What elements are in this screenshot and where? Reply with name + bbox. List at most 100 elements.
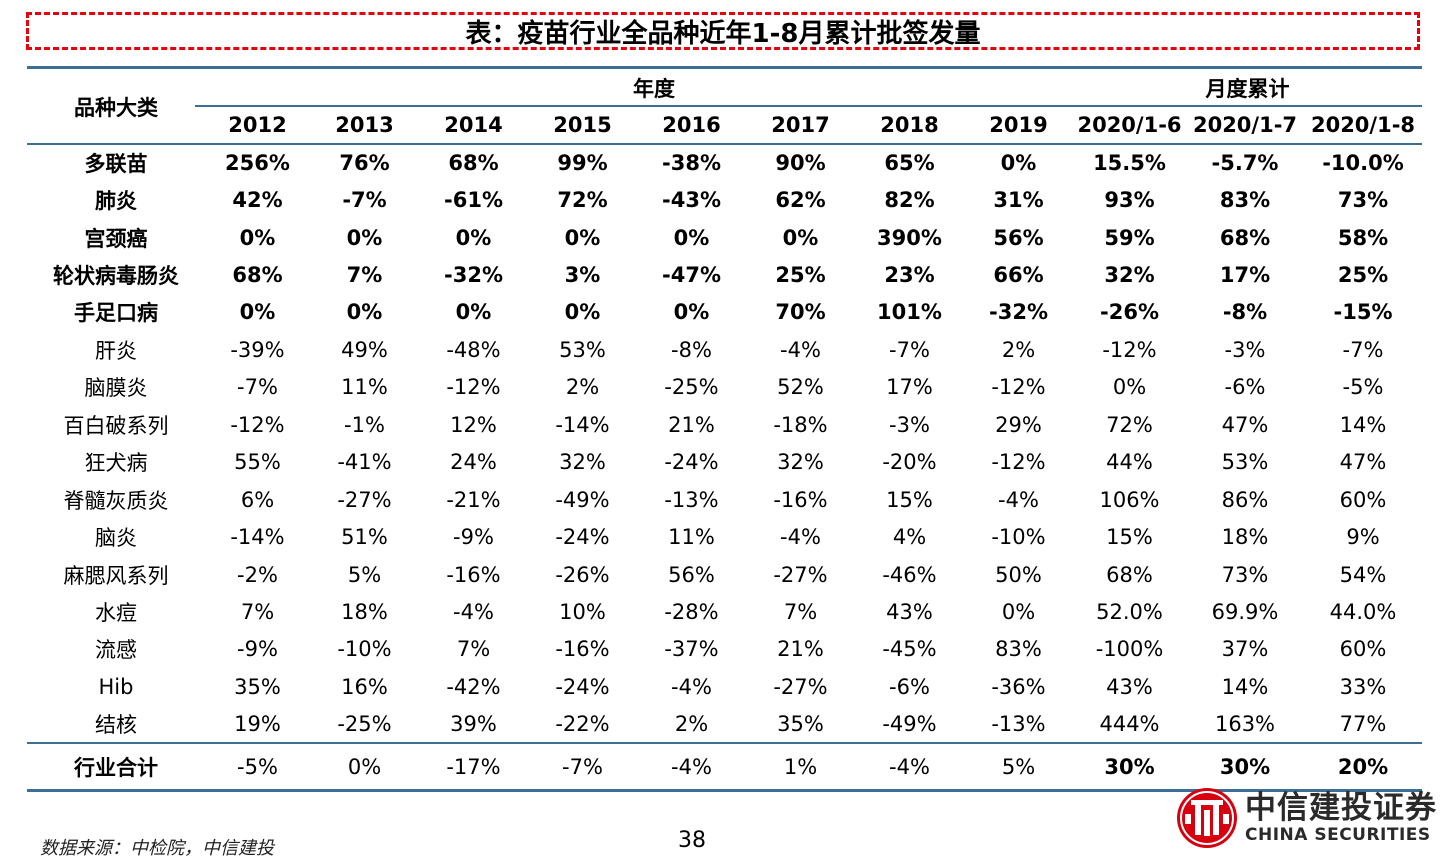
table-cell: 65% xyxy=(884,150,935,175)
total-cell: 20% xyxy=(1337,754,1389,779)
table-row: 手足口病 0% 0% 0% 0% 0% 70% 101% -32% -26% -8% -15% xyxy=(27,294,1422,331)
table-cell: 390% xyxy=(877,225,942,250)
table-cell: 6% xyxy=(240,487,275,512)
row-label: 麻腮风系列 xyxy=(63,563,169,588)
table-cell: 7% xyxy=(346,263,383,288)
table-row: 麻腮风系列 -2% 5% -16% -26% 56% -27% -46% 50% 68% 73% 54… xyxy=(27,556,1422,593)
table-cell: -5.7% xyxy=(1211,150,1279,175)
table-cell: 52.0% xyxy=(1096,599,1163,624)
table-cell: -24% xyxy=(555,674,610,699)
table-cell: 23% xyxy=(884,263,935,288)
table-cell: -16% xyxy=(773,487,828,512)
table-cell: 37% xyxy=(1221,637,1269,662)
table-cell: 32% xyxy=(1104,263,1155,288)
table-cell: 15% xyxy=(886,487,933,512)
table-cell: -49% xyxy=(555,487,610,512)
row-label: 多联苗 xyxy=(84,151,148,176)
table-cell: -32% xyxy=(989,300,1048,325)
total-row: 行业合计 -5% 0% -17% -7% -4% 1% -4% 5% 30% 30% 20% xyxy=(27,743,1422,790)
total-label: 行业合计 xyxy=(74,755,158,780)
table-cell: 68% xyxy=(1106,562,1153,587)
table-cell: -41% xyxy=(337,450,392,475)
table-cell: 62% xyxy=(775,188,826,213)
table-cell: 77% xyxy=(1339,712,1387,737)
table-cell: 60% xyxy=(1339,487,1387,512)
total-cell: -4% xyxy=(889,754,930,779)
table-cell: 39% xyxy=(450,712,497,737)
table-cell: 72% xyxy=(557,188,608,213)
table-row: 百白破系列 -12% -1% 12% -14% 21% -18% -3% 29% 72% 47% 14… xyxy=(27,406,1422,443)
table-cell: 163% xyxy=(1214,712,1276,737)
table-cell: -36% xyxy=(991,674,1046,699)
table-cell: -26% xyxy=(1100,300,1159,325)
table-cell: 21% xyxy=(668,412,715,437)
table-cell: 54% xyxy=(1339,562,1387,587)
table-row: 脑炎 -14% 51% -9% -24% 11% -4% 4% -10% 15% 18% 9% xyxy=(27,518,1422,555)
table-row: 肝炎 -39% 49% -48% 53% -8% -4% -7% 2% -12% -3% -7% xyxy=(27,331,1422,368)
table-cell: 2% xyxy=(565,375,600,400)
table-cell: 99% xyxy=(557,150,608,175)
table-cell: -38% xyxy=(662,150,721,175)
table-cell: 60% xyxy=(1339,637,1387,662)
table-cell: -37% xyxy=(664,637,719,662)
table-cell: -10.0% xyxy=(1322,150,1404,175)
table-cell: 83% xyxy=(1219,188,1271,213)
column-header: 2016 xyxy=(662,113,721,137)
citic-emblem-icon xyxy=(1177,788,1237,848)
table-cell: 49% xyxy=(341,337,388,362)
table-cell: 66% xyxy=(993,263,1044,288)
table-cell: 73% xyxy=(1337,188,1389,213)
column-header: 2020/1-8 xyxy=(1310,113,1416,137)
table-cell: 11% xyxy=(341,375,388,400)
table-cell: 43% xyxy=(1106,674,1153,699)
table-cell: 58% xyxy=(1337,225,1389,250)
row-label: 流感 xyxy=(95,638,137,663)
table-cell: -6% xyxy=(1224,375,1266,400)
total-cell: 30% xyxy=(1104,754,1155,779)
table-cell: -20% xyxy=(882,450,937,475)
table-cell: -22% xyxy=(555,712,610,737)
table-cell: 47% xyxy=(1221,412,1269,437)
table-cell: 0% xyxy=(1000,150,1037,175)
table-cell: 51% xyxy=(341,525,388,550)
table-cell: 2% xyxy=(674,712,709,737)
table-row: Hib 35% 16% -42% -24% -4% -27% -6% -36% 43% 14% 33% xyxy=(27,668,1422,705)
table-cell: 32% xyxy=(777,450,824,475)
table-cell: 44% xyxy=(1106,450,1153,475)
total-cell: 1% xyxy=(783,754,818,779)
table-cell: 32% xyxy=(559,450,606,475)
table-cell: -14% xyxy=(555,412,610,437)
table-cell: 53% xyxy=(1221,450,1269,475)
table-cell: 50% xyxy=(995,562,1042,587)
table-cell: -13% xyxy=(991,712,1046,737)
table-cell: 0% xyxy=(564,225,601,250)
table-cell: 68% xyxy=(232,263,283,288)
table-row: 多联苗 256% 76% 68% 99% -38% 90% 65% 0% 15.5% -5.7% -1… xyxy=(27,144,1422,181)
table-cell: 68% xyxy=(448,150,499,175)
table-row: 宫颈癌 0% 0% 0% 0% 0% 0% 390% 56% 59% 68% 58% xyxy=(27,219,1422,256)
table-cell: 0% xyxy=(673,225,710,250)
column-header: 2017 xyxy=(771,113,830,137)
table-cell: 16% xyxy=(341,674,388,699)
row-label: 狂犬病 xyxy=(84,451,148,476)
table-cell: -8% xyxy=(1222,300,1268,325)
table-cell: -18% xyxy=(773,412,828,437)
table-cell: -39% xyxy=(230,337,285,362)
table-cell: 0% xyxy=(673,300,710,325)
table-cell: -9% xyxy=(237,637,278,662)
table-cell: -1% xyxy=(344,412,385,437)
table-cell: 14% xyxy=(1339,412,1387,437)
table-row: 轮状病毒肠炎 68% 7% -32% 3% -47% 25% 23% 66% 32% 17% 25% xyxy=(27,256,1422,293)
table-cell: 106% xyxy=(1099,487,1160,512)
table-cell: -27% xyxy=(773,562,828,587)
vaccine-table: 品种大类 年度 月度累计 2012 2013 2014 2015 2016 2017 201… xyxy=(27,69,1422,790)
table-cell: -12% xyxy=(446,375,501,400)
table-cell: -16% xyxy=(555,637,610,662)
row-label: 百白破系列 xyxy=(63,413,169,438)
table-cell: 86% xyxy=(1221,487,1269,512)
table-cell: 15% xyxy=(1106,525,1153,550)
table-cell: -12% xyxy=(991,375,1046,400)
table-cell: 69.9% xyxy=(1211,599,1279,624)
table-cell: -43% xyxy=(662,188,721,213)
table-cell: 56% xyxy=(668,562,715,587)
